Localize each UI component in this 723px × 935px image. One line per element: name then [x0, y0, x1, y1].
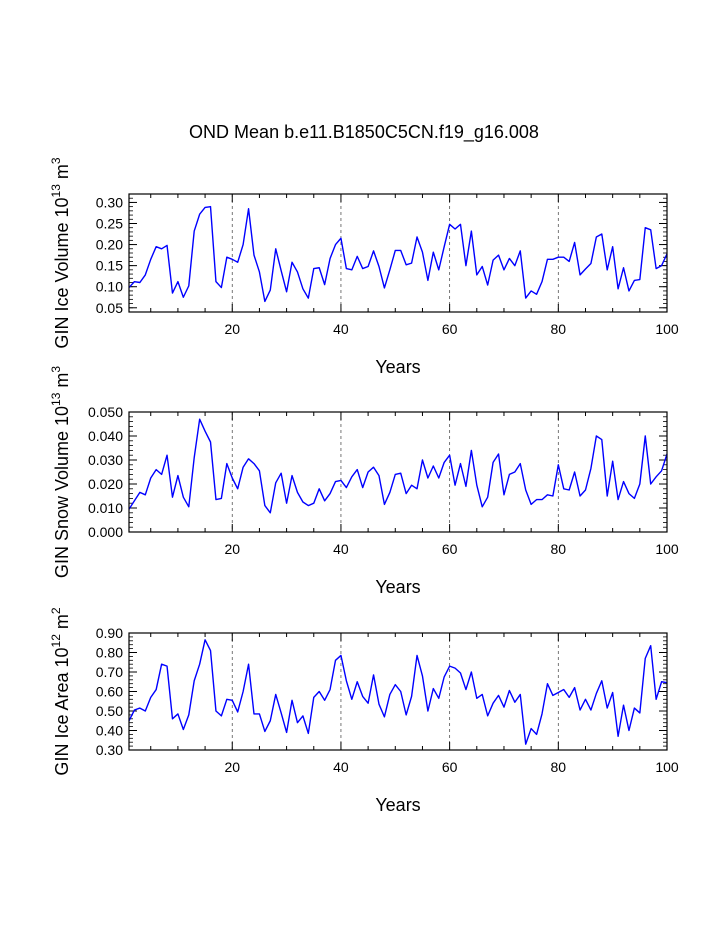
y-axis-label: GIN Ice Area 1012 m2	[49, 607, 72, 775]
x-tick-label: 80	[551, 541, 567, 557]
y-tick-label: 0.050	[88, 404, 123, 420]
y-tick-label: 0.60	[96, 684, 123, 700]
x-axis-label: Years	[375, 577, 420, 597]
y-axis-label-part: m	[52, 614, 72, 634]
y-tick-label: 0.05	[96, 300, 123, 316]
x-tick-label: 100	[655, 541, 679, 557]
y-tick-label: 0.30	[96, 742, 123, 758]
chart-panel-2: 0.000 0.010 0.020 0.030 0.040 0.050 20 40 60 80 10…	[49, 366, 679, 597]
x-axis-label: Years	[375, 795, 420, 815]
y-axis-label-part: 12	[49, 634, 63, 648]
chart-panel-1: 0.05 0.10 0.15 0.20 0.25 0.30 20 40 60 80 100 Years…	[49, 157, 679, 377]
chart-panel-3: 0.30 0.40 0.50 0.60 0.70 0.80 0.90 20 40 60 80 100 Y…	[49, 607, 679, 815]
y-tick-label: 0.10	[96, 279, 123, 295]
y-tick-label: 0.90	[96, 625, 123, 641]
y-axis-label-part: 13	[49, 392, 63, 406]
x-tick-label: 80	[551, 321, 567, 337]
x-tick-label: 100	[655, 321, 679, 337]
x-tick-label: 60	[442, 541, 458, 557]
x-tick-label: 20	[224, 759, 240, 775]
x-tick-label: 20	[224, 541, 240, 557]
x-tick-label: 40	[333, 541, 349, 557]
y-tick-label: 0.030	[88, 452, 123, 468]
x-tick-label: 80	[551, 759, 567, 775]
y-axis-label-part: GIN Snow Volume 10	[52, 406, 72, 578]
y-tick-label: 0.25	[96, 216, 123, 232]
y-axis-label-part: m	[52, 373, 72, 393]
y-axis-label-part: GIN Ice Area 10	[52, 647, 72, 775]
y-tick-label: 0.80	[96, 645, 123, 661]
plot-frame	[128, 193, 668, 313]
y-tick-label: 0.70	[96, 664, 123, 680]
x-axis-label: Years	[375, 357, 420, 377]
plot-frame	[128, 411, 668, 533]
x-tick-label: 40	[333, 759, 349, 775]
x-tick-label: 20	[224, 321, 240, 337]
y-tick-label: 0.000	[88, 524, 123, 540]
y-tick-label: 0.010	[88, 500, 123, 516]
y-tick-label: 0.040	[88, 428, 123, 444]
y-axis-label-part: 3	[49, 157, 63, 164]
data-series-line	[128, 418, 668, 514]
y-axis-label: GIN Snow Volume 1013 m3	[49, 366, 72, 578]
y-axis-label-part: 2	[49, 607, 63, 614]
y-tick-label: 0.20	[96, 237, 123, 253]
x-tick-label: 40	[333, 321, 349, 337]
x-tick-label: 60	[442, 759, 458, 775]
y-tick-label: 0.020	[88, 476, 123, 492]
y-axis-label: GIN Ice Volume 1013 m3	[49, 157, 72, 348]
data-series-line	[128, 205, 668, 303]
plot-frame	[128, 632, 668, 751]
figure-title: OND Mean b.e11.B1850C5CN.f19_g16.008	[189, 122, 539, 143]
data-series-line	[128, 639, 668, 745]
y-axis-label-part: GIN Ice Volume 10	[52, 197, 72, 348]
y-axis-label-part: 3	[49, 366, 63, 373]
y-tick-label: 0.40	[96, 723, 123, 739]
y-axis-label-part: 13	[49, 184, 63, 198]
x-tick-label: 60	[442, 321, 458, 337]
y-tick-label: 0.50	[96, 703, 123, 719]
x-tick-label: 100	[655, 759, 679, 775]
y-tick-label: 0.30	[96, 194, 123, 210]
y-tick-label: 0.15	[96, 258, 123, 274]
y-axis-label-part: m	[52, 164, 72, 184]
